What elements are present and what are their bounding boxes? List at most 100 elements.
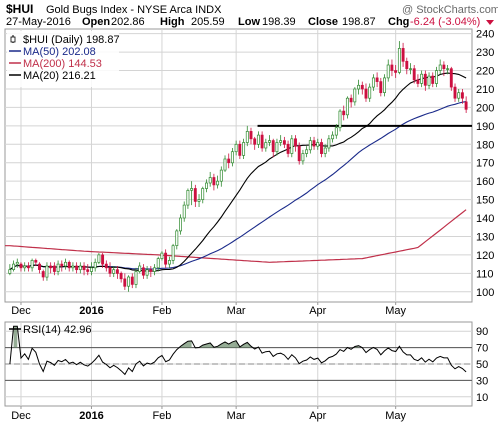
candle-body xyxy=(238,143,242,156)
rsi-overbought-fill xyxy=(199,340,251,348)
candle-body xyxy=(234,143,238,153)
close-label: Close xyxy=(308,16,338,28)
date-axis-bottom: Dec 2016 Feb Mar Apr May xyxy=(11,406,407,422)
candle-body xyxy=(245,131,249,143)
legend-background xyxy=(7,31,119,87)
price-tick-label: 100 xyxy=(476,287,494,299)
candle-body xyxy=(286,143,290,154)
date-tick-label: May xyxy=(385,410,406,422)
date-tick-label: Dec xyxy=(11,305,31,317)
candle-body xyxy=(8,269,12,274)
date-axis: Dec 2016 Feb Mar Apr May xyxy=(11,302,407,317)
candle-body xyxy=(41,271,45,278)
candle-body xyxy=(401,48,405,62)
date-label: 27-May-2016 xyxy=(6,16,71,28)
candle-body xyxy=(86,269,90,272)
candle-body xyxy=(331,134,335,140)
price-tick-label: 190 xyxy=(476,121,494,133)
date-tick-label: Apr xyxy=(309,410,326,422)
candle-body xyxy=(71,265,75,269)
candle-body xyxy=(123,278,127,287)
candle-body xyxy=(438,64,442,71)
candle-body xyxy=(279,140,283,143)
candle-body xyxy=(19,263,23,269)
candle-body xyxy=(242,142,246,156)
candle-body xyxy=(371,77,375,88)
candle-body xyxy=(353,88,357,103)
candle-body xyxy=(268,140,271,143)
price-tick-label: 240 xyxy=(476,29,494,41)
candle-body xyxy=(164,252,168,265)
price-tick-label: 170 xyxy=(476,158,494,170)
candle-body xyxy=(56,263,60,272)
candle-body xyxy=(49,265,53,269)
candle-body xyxy=(435,70,438,84)
candle-body xyxy=(64,261,67,267)
candle-body xyxy=(427,75,431,86)
candle-body xyxy=(282,140,286,145)
candle-body xyxy=(127,276,131,287)
legend-entry: MA(50) 202.08 xyxy=(23,46,96,58)
candle-body xyxy=(412,68,416,81)
candle-body xyxy=(186,190,190,206)
date-tick-label: May xyxy=(385,305,406,317)
candle-body xyxy=(397,48,401,73)
price-tick-label: 200 xyxy=(476,102,494,114)
price-y-axis: 100 110 120 130 140 150 160 170 180 190 200 210 220 2… xyxy=(476,29,494,299)
candle-body xyxy=(197,199,201,202)
candle-body xyxy=(104,263,108,269)
candle-body xyxy=(78,265,82,271)
ma200-line xyxy=(5,209,467,263)
date-tick-label: Mar xyxy=(227,410,246,422)
price-tick-label: 140 xyxy=(476,213,494,225)
candle-body xyxy=(253,138,257,145)
candle-body xyxy=(93,261,97,269)
candle-body xyxy=(134,271,138,285)
candle-body xyxy=(249,131,253,140)
candle-body xyxy=(383,77,386,93)
candle-body xyxy=(141,267,145,276)
candle-body xyxy=(119,272,123,280)
candle-body xyxy=(108,267,112,274)
candle-body xyxy=(190,188,194,191)
candle-body xyxy=(201,188,205,200)
ma20-line xyxy=(9,72,467,272)
candle-body xyxy=(223,158,227,171)
candle-body xyxy=(52,265,56,272)
rsi-tick-label: 30 xyxy=(476,375,488,387)
symbol-label: $HUI xyxy=(6,2,33,16)
candle-body xyxy=(45,265,49,278)
candle-body xyxy=(453,86,457,99)
candle-body xyxy=(208,177,212,184)
price-tick-label: 180 xyxy=(476,139,494,151)
moving-averages xyxy=(5,72,472,272)
candle-body xyxy=(260,134,264,149)
candle-body xyxy=(431,75,435,84)
candle-body xyxy=(368,86,372,99)
candle-body xyxy=(323,147,327,154)
candle-body xyxy=(12,263,16,270)
candle-body xyxy=(327,138,331,149)
candle-body xyxy=(38,263,41,270)
candle-body xyxy=(271,140,275,153)
candle-body xyxy=(357,84,361,90)
candle-body xyxy=(179,217,182,232)
candle-body xyxy=(464,101,468,110)
rsi-overbought-fill xyxy=(180,340,192,348)
down-arrow-icon xyxy=(486,20,494,25)
rsi-tick-label: 90 xyxy=(476,326,488,338)
candle-body xyxy=(138,265,142,272)
legend-entry: MA(200) 144.53 xyxy=(23,58,102,70)
candle-body xyxy=(205,182,208,189)
rsi-line-group xyxy=(9,325,467,376)
index-name: Gold Bugs Index - NYSE Arca INDX xyxy=(46,4,222,16)
candle-body xyxy=(156,258,160,269)
candle-body xyxy=(149,269,153,272)
candle-body xyxy=(294,138,297,147)
candle-body xyxy=(112,269,116,274)
candle-body xyxy=(342,110,346,116)
rsi-y-axis: 10 30 50 70 90 xyxy=(476,326,488,404)
